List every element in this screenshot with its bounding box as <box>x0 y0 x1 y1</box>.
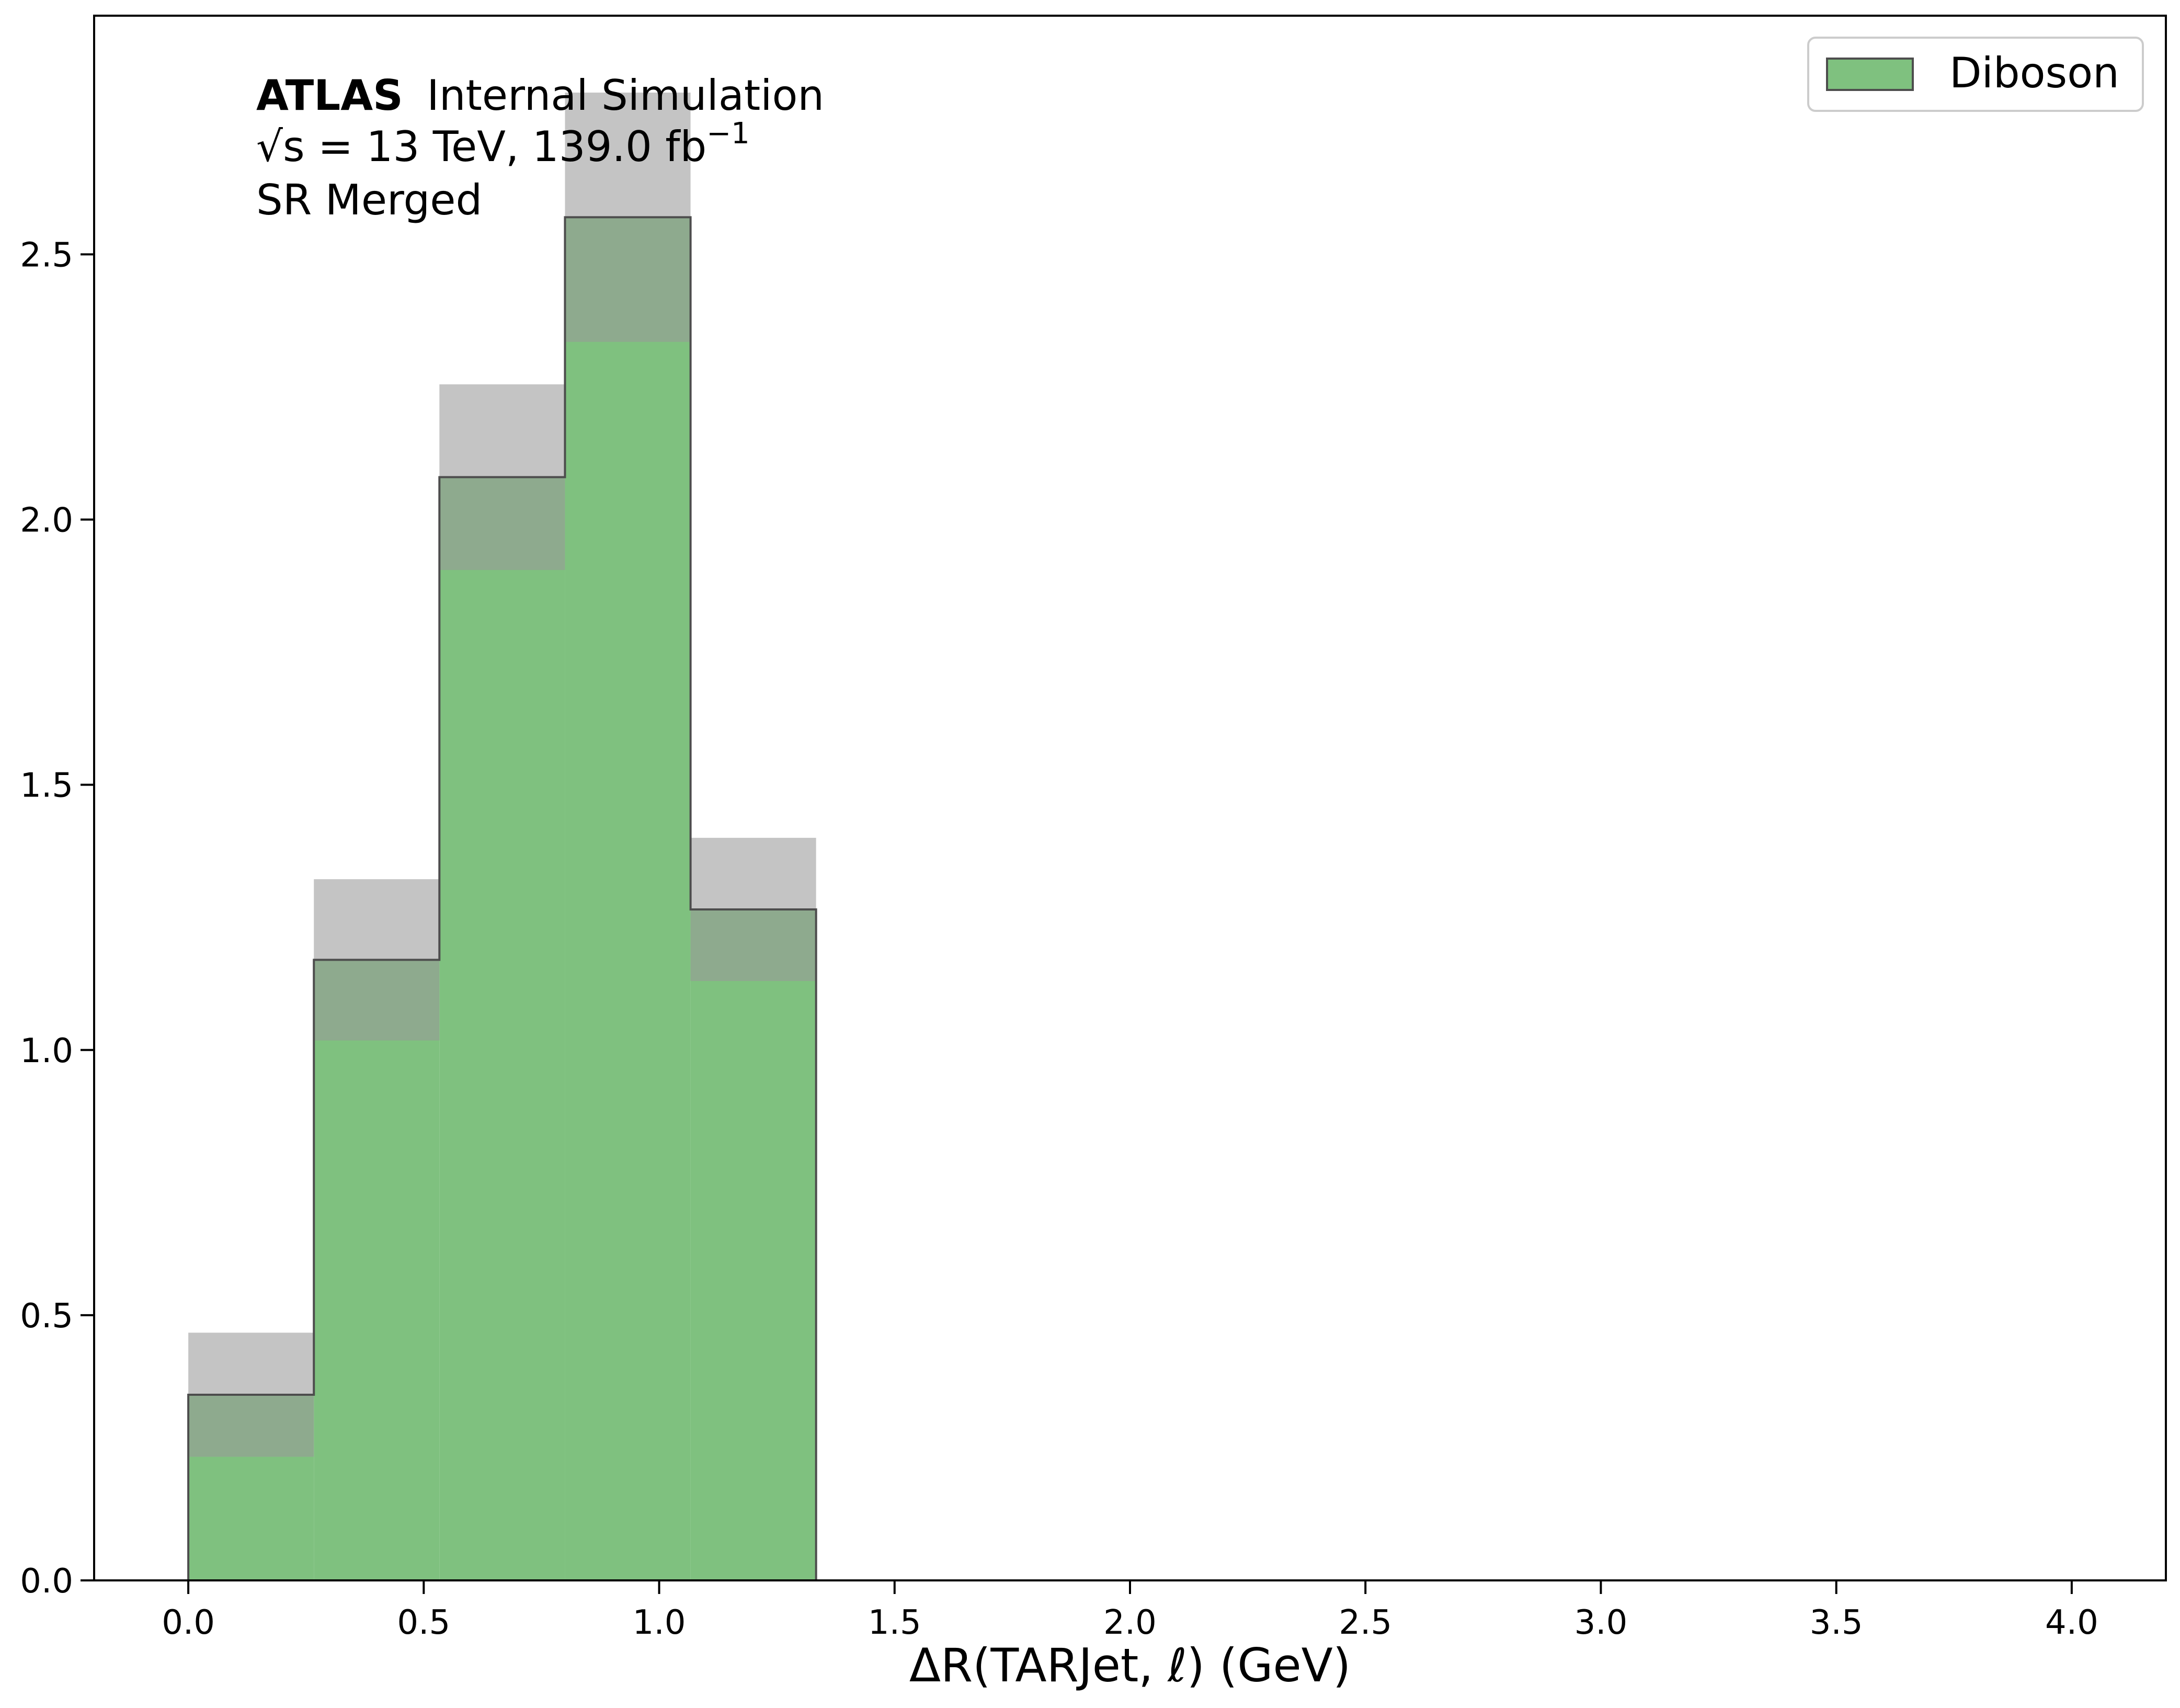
energy-exponent: −1 <box>706 117 750 151</box>
x-tick-label: 0.5 <box>397 1603 450 1642</box>
energy-label: √s = 13 TeV, 139.0 fb <box>256 122 706 171</box>
y-tick-label: 2.0 <box>20 502 73 540</box>
histogram-bar <box>690 909 816 1580</box>
x-tick-label: 0.0 <box>162 1603 215 1642</box>
y-tick-label: 1.5 <box>20 767 73 805</box>
y-tick-label: 0.5 <box>20 1297 73 1336</box>
x-tick-label: 1.5 <box>868 1603 921 1642</box>
y-tick-label: 0.0 <box>20 1562 73 1601</box>
svg-text:√s = 13 TeV, 139.0 fb−1: √s = 13 TeV, 139.0 fb−1 <box>256 117 750 171</box>
x-axis: 0.0 0.5 1.0 1.5 2.0 2.5 3.0 3.5 4.0 <box>162 1580 2098 1642</box>
histogram-bar <box>439 477 565 1580</box>
y-tick-label: 1.0 <box>20 1032 73 1071</box>
legend-swatch-diboson <box>1826 58 1914 91</box>
y-axis: 0.0 0.5 1.0 1.5 2.0 2.5 <box>20 236 94 1601</box>
x-tick-label: 2.0 <box>1103 1603 1157 1642</box>
x-tick-label: 3.5 <box>1810 1603 1863 1642</box>
svg-text:ATLAS Internal Simulatio: ATLAS Internal Simulation <box>256 71 824 120</box>
atlas-annotation: ATLAS Internal Simulation √s = 13 TeV, 1… <box>256 71 824 224</box>
region-label: SR Merged <box>256 176 482 224</box>
x-axis-label: ΔR(TARJet, ℓ) (GeV) <box>909 1638 1351 1692</box>
histogram-bar <box>565 217 691 1580</box>
x-tick-label: 2.5 <box>1339 1603 1392 1642</box>
legend-label-diboson: Diboson <box>1949 49 2119 97</box>
histogram-bar <box>314 960 440 1580</box>
experiment-label: ATLAS <box>256 71 403 120</box>
histogram-outline <box>187 216 817 1580</box>
y-tick-label: 2.5 <box>20 236 73 275</box>
x-tick-label: 4.0 <box>2045 1603 2098 1642</box>
legend: Diboson <box>1807 37 2144 112</box>
status-label: Internal Simulation <box>427 71 824 120</box>
x-tick-label: 3.0 <box>1574 1603 1628 1642</box>
x-tick-label: 1.0 <box>633 1603 686 1642</box>
legend-frame <box>1807 37 2144 112</box>
